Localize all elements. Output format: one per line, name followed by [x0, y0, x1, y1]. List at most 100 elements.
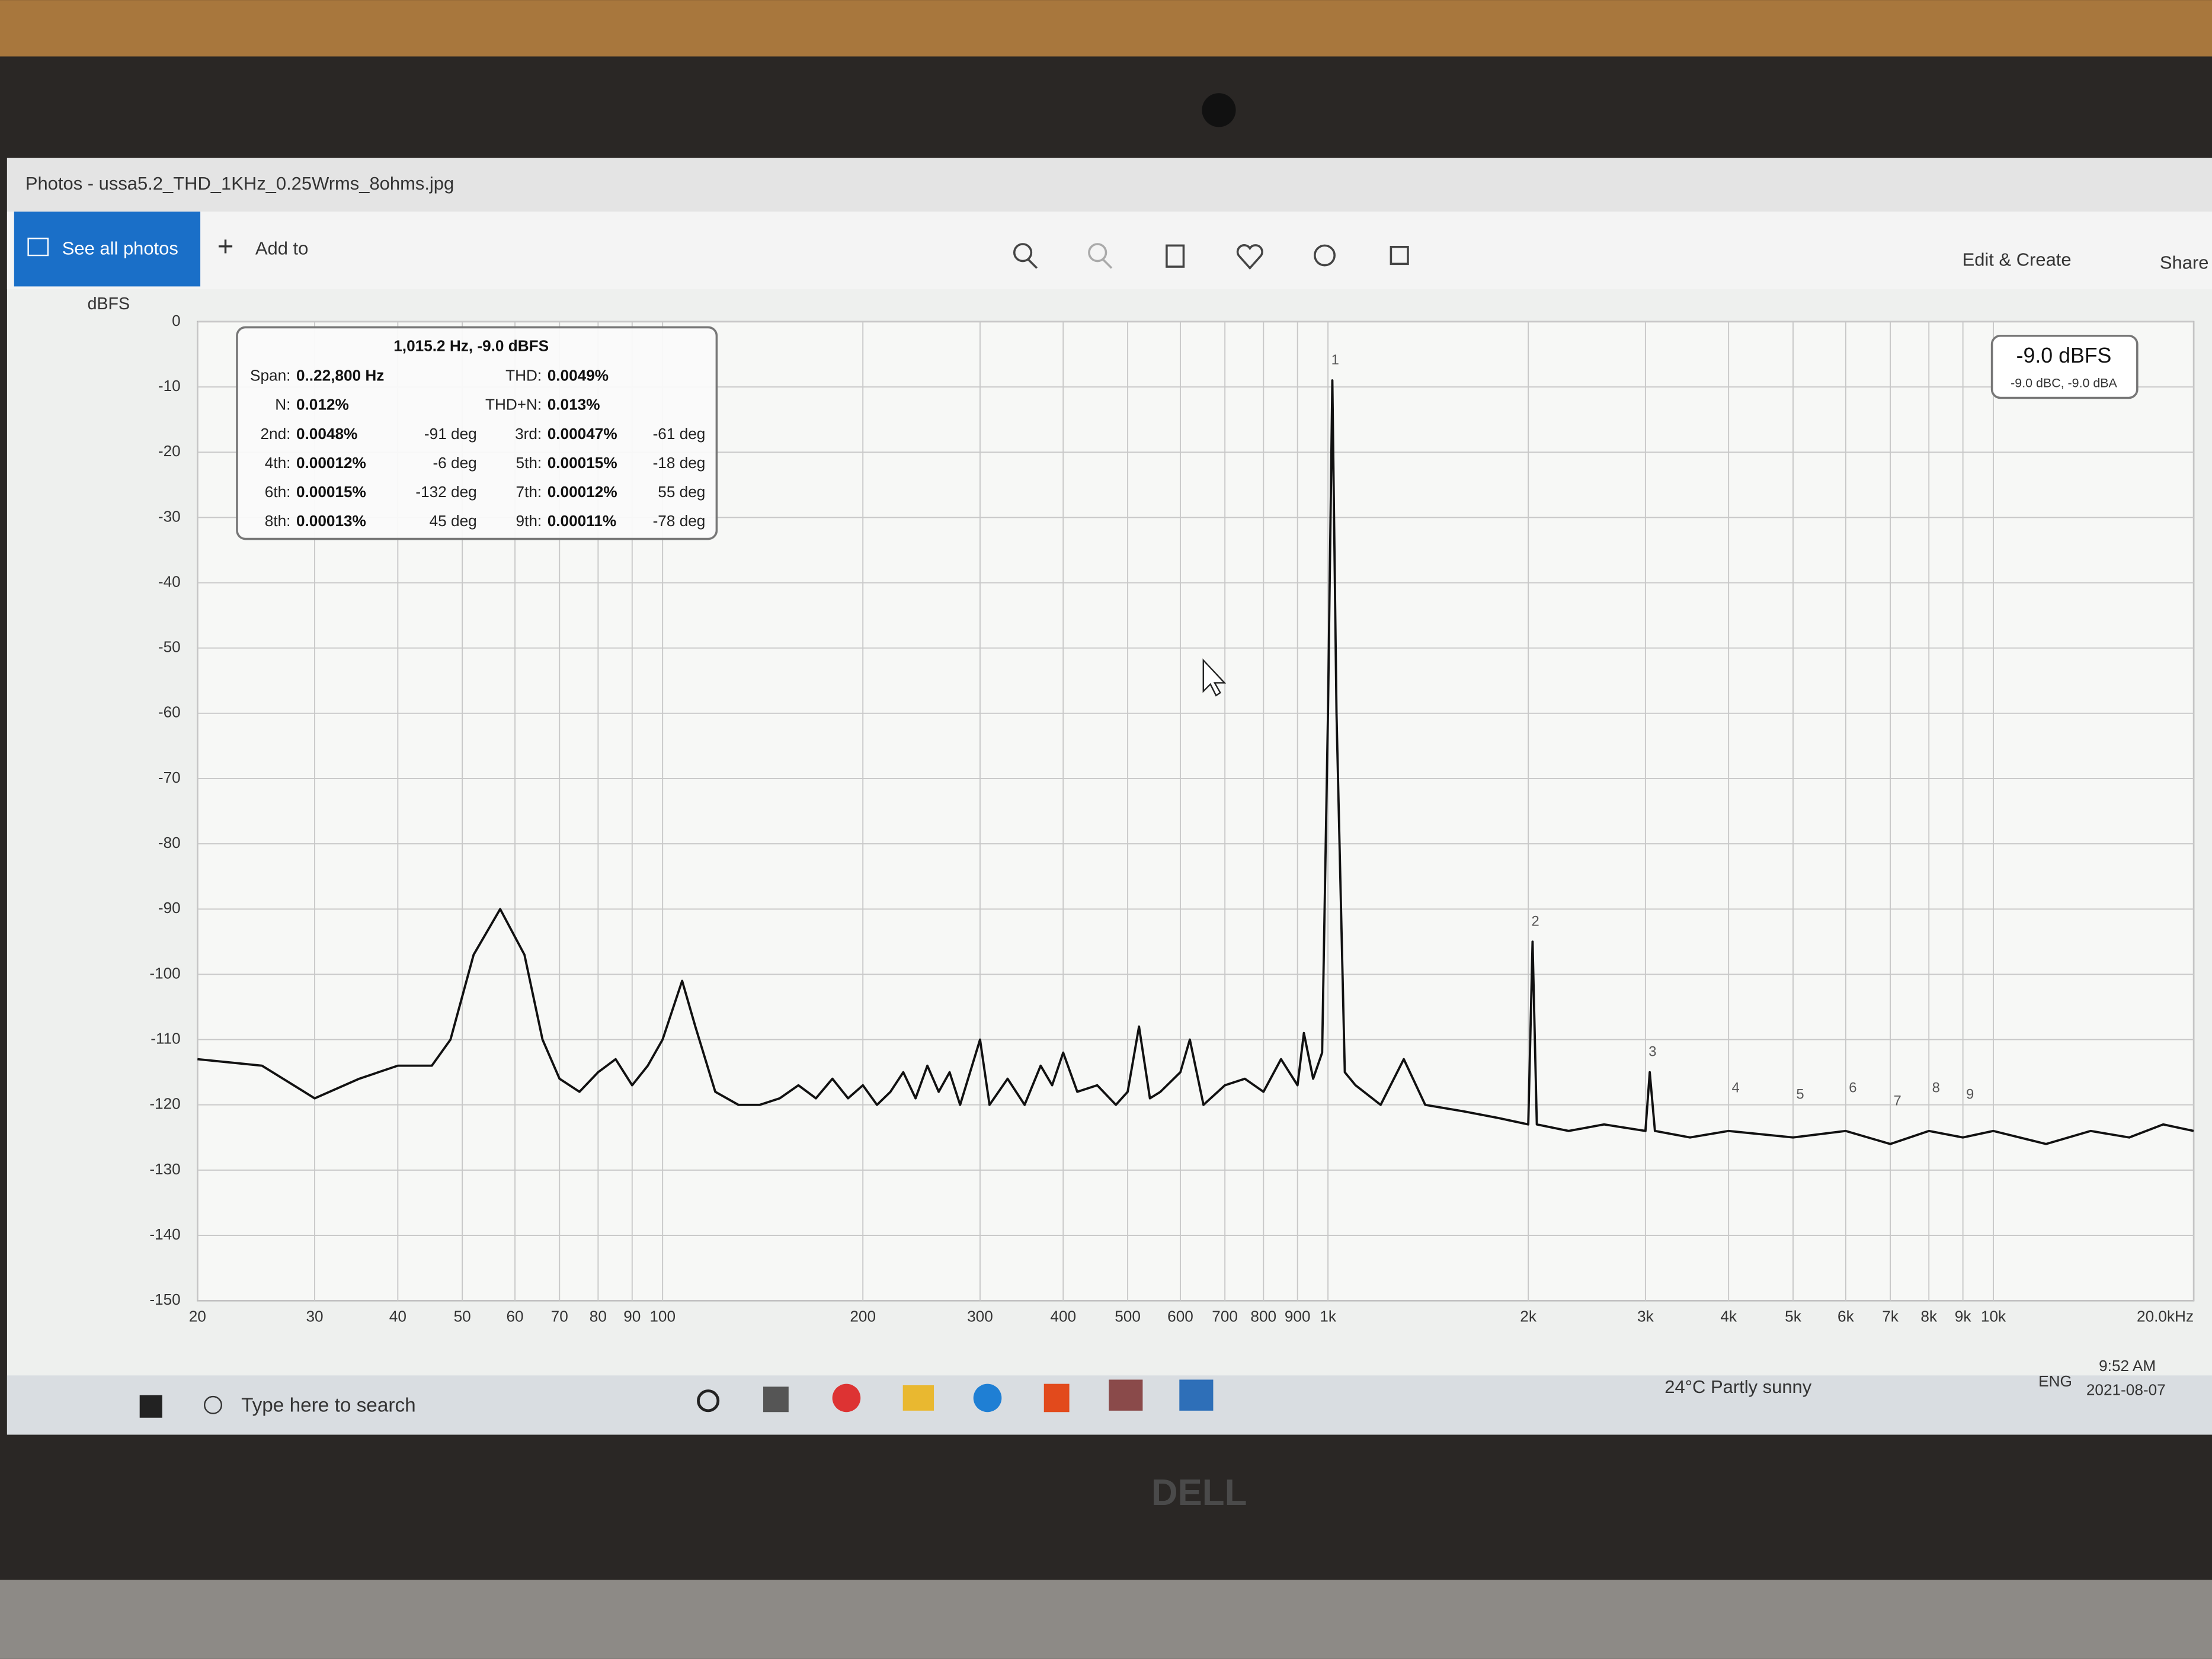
zoom-out[interactable]	[1088, 243, 1107, 262]
office[interactable]	[1043, 1383, 1070, 1413]
laptop-base	[0, 1580, 2212, 1659]
x-tick-label: 7k	[1882, 1308, 1899, 1325]
y-tick-label: -60	[158, 703, 181, 721]
info-label: THD+N:	[485, 396, 542, 414]
info-value: 0.0049%	[548, 367, 609, 385]
x-tick-label: 80	[590, 1308, 607, 1325]
app[interactable]	[1109, 1379, 1143, 1411]
info-value: 0.0048%	[296, 425, 357, 443]
title-bar	[7, 158, 2212, 212]
y-tick-label: -50	[158, 638, 181, 656]
see-all-label[interactable]: See all photos	[62, 238, 178, 259]
y-tick-label: -90	[158, 899, 181, 917]
x-tick-label: 20	[189, 1308, 206, 1325]
info-phase: 55 deg	[658, 483, 705, 501]
harmonic-marker: 8	[1932, 1080, 1940, 1096]
info-value: 0.013%	[548, 396, 600, 414]
y-tick-label: -110	[151, 1029, 180, 1047]
x-tick-label: 40	[389, 1308, 406, 1325]
explorer[interactable]	[902, 1385, 934, 1411]
y-tick-label: -70	[158, 768, 181, 786]
zoom-in[interactable]	[1013, 243, 1033, 262]
info-label: 3rd:	[515, 425, 542, 443]
chrome[interactable]	[832, 1383, 861, 1413]
y-tick-label: -130	[149, 1160, 180, 1178]
add-to-label[interactable]: Add to	[255, 238, 308, 259]
favorite[interactable]	[1236, 244, 1263, 270]
info-phase: -132 deg	[415, 483, 476, 501]
y-tick-label: -80	[158, 834, 181, 851]
y-tick-label: -100	[149, 964, 180, 982]
share[interactable]: Share	[2160, 252, 2209, 273]
info-label: 9th:	[516, 512, 542, 530]
x-tick-label: 90	[623, 1308, 641, 1325]
y-tick-label: 0	[172, 312, 181, 329]
peak-sub: -9.0 dBC, -9.0 dBA	[2011, 376, 2117, 390]
y-axis-label: dBFS	[88, 294, 130, 313]
x-tick-label: 5k	[1785, 1308, 1802, 1325]
x-tick-label: 10k	[1981, 1308, 2006, 1325]
x-tick-label: 300	[967, 1308, 993, 1325]
see-all-button[interactable]	[14, 212, 201, 287]
y-tick-label: -30	[158, 507, 181, 525]
delete[interactable]	[1166, 244, 1185, 268]
search-box[interactable]: Type here to search	[241, 1395, 416, 1417]
x-tick-label: 100	[649, 1308, 676, 1325]
peak-main: -9.0 dBFS	[2016, 344, 2112, 367]
info-label: 7th:	[516, 483, 542, 501]
edit-create[interactable]: Edit & Create	[1963, 249, 2072, 270]
harmonic-marker: 6	[1849, 1080, 1856, 1096]
wall	[0, 0, 2212, 57]
harmonic-marker: 5	[1796, 1087, 1804, 1103]
harmonic-marker: 9	[1966, 1087, 1974, 1103]
add-icon[interactable]: +	[217, 231, 234, 262]
search-icon	[204, 1395, 222, 1414]
x-tick-label: 200	[850, 1308, 876, 1325]
y-tick-label: -40	[158, 572, 181, 590]
harmonic-marker: 3	[1648, 1044, 1656, 1060]
info-value: 0.00011%	[548, 512, 616, 530]
brand-logo: DELL	[1151, 1472, 1247, 1513]
x-tick-label: 2k	[1520, 1308, 1537, 1325]
cortana[interactable]	[697, 1389, 720, 1413]
y-tick-label: -20	[158, 442, 181, 460]
clock-time[interactable]: 9:52 AM	[2099, 1357, 2156, 1375]
info-label: 2nd:	[260, 425, 290, 443]
camera	[1202, 93, 1236, 127]
info-value: 0.00047%	[548, 425, 617, 443]
x-tick-label: 70	[551, 1308, 568, 1325]
harmonic-marker: 7	[1893, 1093, 1901, 1109]
x-tick-label: 700	[1212, 1308, 1238, 1325]
x-tick-label: 9k	[1955, 1308, 1972, 1325]
x-tick-label: 60	[507, 1308, 524, 1325]
info-value: 0.00012%	[296, 454, 366, 472]
weather[interactable]: 24°C Partly sunny	[1664, 1376, 1811, 1397]
info-phase: -18 deg	[653, 454, 706, 472]
spectrum-line	[197, 379, 2194, 1145]
info-value: 0.00013%	[296, 512, 366, 530]
x-tick-label: 50	[454, 1308, 471, 1325]
harmonic-marker: 1	[1331, 352, 1339, 368]
clock-date[interactable]: 2021-08-07	[2086, 1381, 2166, 1398]
task-view[interactable]	[763, 1386, 789, 1413]
y-tick-label: -10	[158, 377, 181, 395]
harmonic-marker: 2	[1532, 913, 1539, 929]
x-tick-label: 6k	[1838, 1308, 1855, 1325]
info-phase: -6 deg	[433, 454, 476, 472]
crop[interactable]	[1390, 245, 1409, 265]
edge[interactable]	[973, 1383, 1002, 1413]
start-button[interactable]	[139, 1395, 162, 1418]
window-title: Photos - ussa5.2_THD_1KHz_0.25Wrms_8ohms…	[25, 173, 454, 194]
info-label: 8th:	[265, 512, 291, 530]
info-title: 1,015.2 Hz, -9.0 dBFS	[393, 337, 549, 355]
photos[interactable]	[1179, 1379, 1214, 1411]
rotate[interactable]	[1314, 244, 1336, 267]
toolbar-icons	[1013, 243, 1409, 270]
x-tick-label: 600	[1167, 1308, 1193, 1325]
x-tick-label: 4k	[1720, 1308, 1737, 1325]
language[interactable]: ENG	[2038, 1372, 2072, 1390]
x-tick-label: 8k	[1920, 1308, 1938, 1325]
info-label: 4th:	[265, 454, 291, 472]
photos-icon	[27, 238, 49, 257]
